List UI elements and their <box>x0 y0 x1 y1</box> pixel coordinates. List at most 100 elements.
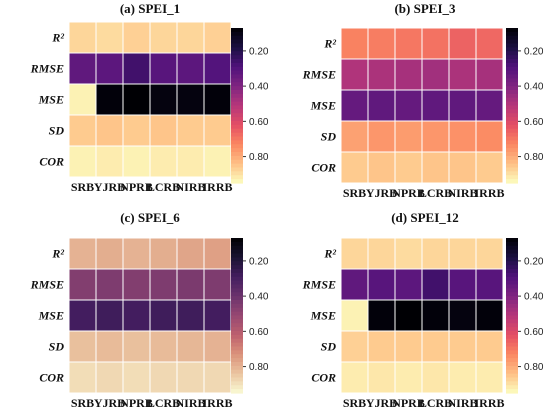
heatmap-cell <box>122 299 151 332</box>
colorbar-segment <box>231 62 243 68</box>
heatmap-panel-2: (b) SPEI_3 R² RMSE MSE SD COR SRB YJRBNPRBLCRBN… <box>302 1 544 200</box>
colorbar-segment <box>231 155 243 161</box>
colorbar-segment <box>506 342 518 348</box>
colorbar-segment <box>506 389 518 394</box>
heatmap-cell <box>95 361 124 394</box>
colorbar-segment <box>231 327 243 332</box>
heatmap-cell <box>448 268 477 301</box>
colorbar-segment <box>231 253 243 258</box>
heatmap-cell <box>176 21 205 54</box>
colorbar-segment <box>231 90 243 95</box>
colorbar-segment <box>506 152 518 157</box>
colorbar-segment <box>506 331 518 336</box>
colorbar-segment <box>506 327 518 332</box>
colorbar-segment <box>506 381 518 386</box>
heatmap-cell <box>122 21 151 54</box>
row-label: SD <box>49 340 65 354</box>
column-label: NIRB <box>447 186 477 200</box>
colorbar-segment <box>231 35 243 41</box>
heatmap-cell <box>176 83 205 116</box>
colorbar-segment <box>506 373 518 379</box>
colorbar-segment <box>506 155 518 161</box>
heatmap-cell <box>394 151 423 184</box>
heatmap-cell <box>448 361 477 394</box>
row-label: SD <box>321 340 337 354</box>
colorbar-segment <box>506 74 518 79</box>
colorbar-segment <box>231 365 243 371</box>
column-label: NIRB <box>175 180 205 194</box>
column-label: IRRB <box>202 180 232 194</box>
colorbar-segment <box>231 105 243 110</box>
colorbar-segment <box>506 288 518 293</box>
colorbar-segment <box>231 300 243 305</box>
colorbar-segment <box>506 121 518 126</box>
colorbar-segment <box>506 276 518 282</box>
heatmap-cell <box>122 237 151 270</box>
heatmap-cell <box>68 114 97 147</box>
colorbar-segment <box>231 307 243 313</box>
colorbar-segment <box>506 303 518 309</box>
colorbar-segment <box>231 369 243 375</box>
column-label: NPRB <box>392 186 425 200</box>
heatmap-cell <box>149 237 178 270</box>
row-label: SD <box>49 124 65 138</box>
colorbar-segment <box>231 257 243 262</box>
heatmap-cell <box>176 299 205 332</box>
row-label: RMSE <box>30 278 64 292</box>
colorbar-segment <box>231 311 243 317</box>
colorbar-segment <box>231 113 243 118</box>
colorbar-tick-label: 0.20 <box>524 256 544 267</box>
colorbar-segment <box>231 59 243 64</box>
heatmap-cell <box>68 237 97 270</box>
heatmap-cell <box>149 361 178 394</box>
heatmap-cell <box>448 151 477 184</box>
colorbar-segment <box>506 78 518 83</box>
colorbar-segment <box>231 331 243 336</box>
colorbar-segment <box>506 238 518 243</box>
row-label: R² <box>51 31 64 45</box>
colorbar-segment <box>231 358 243 363</box>
colorbar-segment <box>231 338 243 344</box>
panel-title: (a) SPEI_1 <box>120 1 180 16</box>
column-label: IRRB <box>202 396 232 410</box>
heatmap-cell <box>176 330 205 363</box>
heatmap-cell <box>95 299 124 332</box>
heatmap-cell <box>95 145 124 178</box>
column-label: NIRB <box>447 396 477 410</box>
column-label: YJRB <box>94 180 125 194</box>
colorbar-segment <box>506 307 518 313</box>
heatmap-cell <box>475 89 504 122</box>
colorbar-segment <box>506 179 518 184</box>
colorbar-segment <box>506 280 518 286</box>
heatmap-cell <box>367 361 396 394</box>
colorbar-segment <box>506 148 518 153</box>
colorbar-segment <box>231 70 243 76</box>
heatmap-cell <box>203 52 232 85</box>
heatmap-cell <box>421 89 450 122</box>
heatmap-cell <box>448 58 477 91</box>
colorbar-segment <box>506 59 518 64</box>
colorbar-tick-label: 0.80 <box>249 362 269 373</box>
row-label: COR <box>39 371 64 385</box>
colorbar-segment <box>231 124 243 130</box>
colorbar-segment <box>231 47 243 52</box>
column-label: LCRB <box>147 396 180 410</box>
heatmap-cell <box>475 27 504 60</box>
heatmap-cell <box>149 83 178 116</box>
column-label: NPRB <box>120 396 153 410</box>
heatmap-cell <box>203 145 232 178</box>
heatmap-cell <box>95 330 124 363</box>
heatmap-cell <box>176 145 205 178</box>
heatmap-cell <box>95 52 124 85</box>
row-label: R² <box>51 247 64 261</box>
colorbar-segment <box>231 238 243 243</box>
colorbar-segment <box>506 365 518 371</box>
colorbar-tick-label: 0.80 <box>524 152 544 163</box>
colorbar-segment <box>231 121 243 126</box>
colorbar-segment <box>506 117 518 122</box>
row-label: MSE <box>38 93 64 107</box>
heatmap-cell <box>203 361 232 394</box>
colorbar-segment <box>231 261 243 266</box>
column-label: YJRB <box>94 396 125 410</box>
colorbar-segment <box>231 323 243 328</box>
